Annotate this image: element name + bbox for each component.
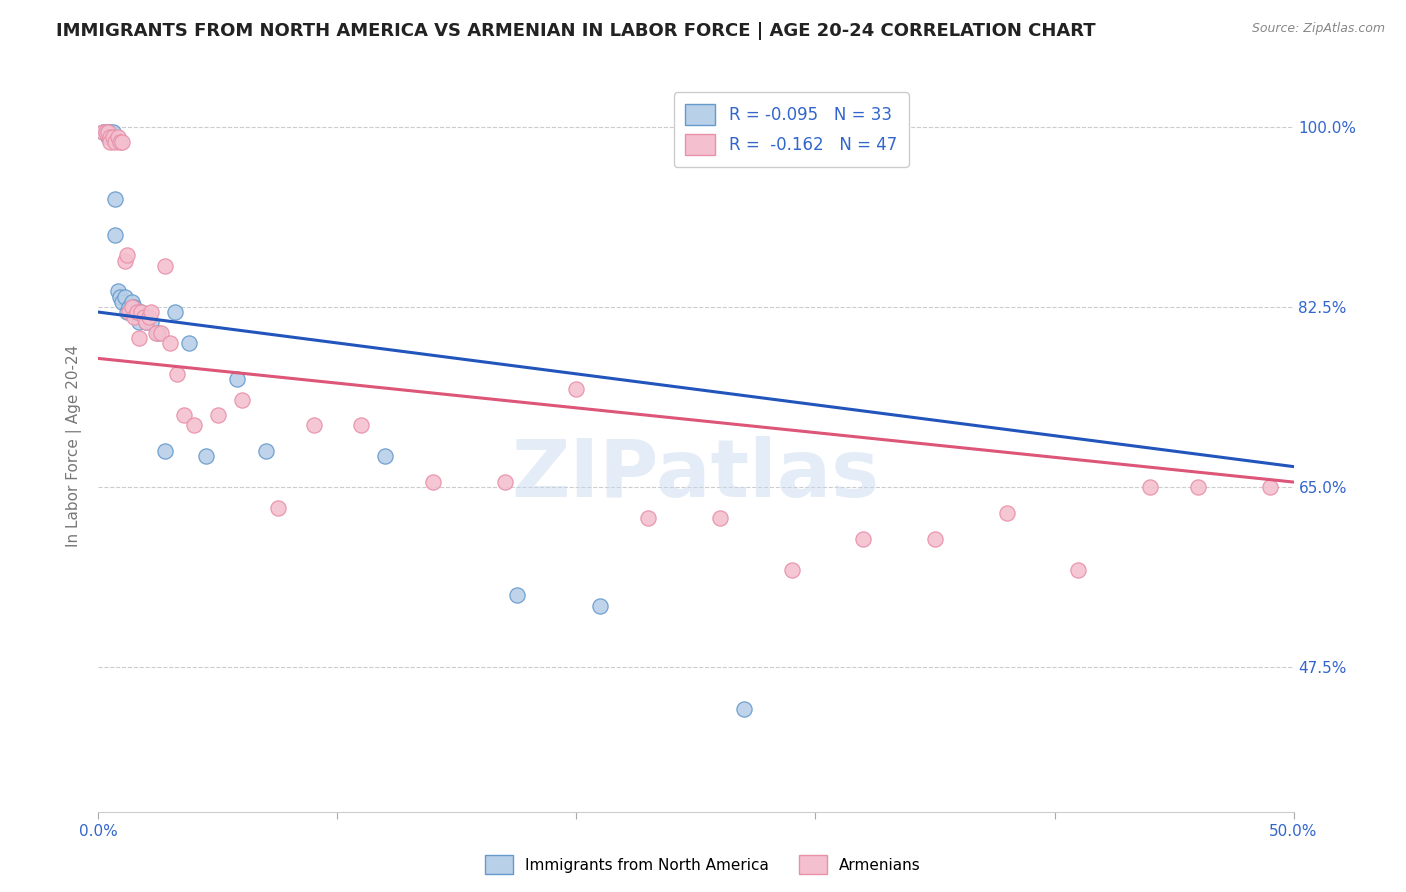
Point bbox=[637, 511, 659, 525]
Point bbox=[995, 506, 1018, 520]
Point bbox=[159, 336, 181, 351]
Point bbox=[125, 305, 148, 319]
Point bbox=[107, 285, 129, 299]
Point bbox=[114, 253, 136, 268]
Point bbox=[166, 367, 188, 381]
Point bbox=[506, 588, 529, 602]
Point bbox=[1258, 480, 1281, 494]
Point bbox=[132, 310, 155, 325]
Point bbox=[104, 227, 127, 242]
Point bbox=[131, 305, 153, 319]
Point bbox=[91, 125, 114, 139]
Point bbox=[97, 130, 120, 145]
Point bbox=[135, 315, 157, 329]
Point bbox=[128, 315, 150, 329]
Point bbox=[124, 300, 146, 314]
Point bbox=[226, 372, 249, 386]
Point bbox=[135, 315, 157, 329]
Point bbox=[145, 326, 167, 340]
Point bbox=[118, 305, 141, 319]
Point bbox=[118, 300, 141, 314]
Point bbox=[101, 125, 124, 139]
Point bbox=[139, 315, 162, 329]
Point bbox=[1187, 480, 1209, 494]
Point bbox=[121, 294, 143, 309]
Point bbox=[98, 130, 122, 145]
Point bbox=[138, 310, 160, 325]
Point bbox=[179, 336, 201, 351]
Point bbox=[195, 450, 218, 464]
Legend: R = -0.095   N = 33, R =  -0.162   N = 47: R = -0.095 N = 33, R = -0.162 N = 47 bbox=[673, 92, 908, 167]
Point bbox=[852, 532, 875, 546]
Point bbox=[94, 125, 117, 139]
Point bbox=[254, 444, 277, 458]
Text: Source: ZipAtlas.com: Source: ZipAtlas.com bbox=[1251, 22, 1385, 36]
Point bbox=[111, 135, 134, 149]
Point bbox=[101, 130, 124, 145]
Point bbox=[148, 326, 170, 340]
Legend: Immigrants from North America, Armenians: Immigrants from North America, Armenians bbox=[479, 849, 927, 880]
Point bbox=[231, 392, 253, 407]
Point bbox=[924, 532, 946, 546]
Point bbox=[108, 290, 131, 304]
Point bbox=[374, 450, 396, 464]
Point bbox=[91, 125, 114, 139]
Point bbox=[131, 305, 153, 319]
Point bbox=[183, 418, 205, 433]
Point bbox=[107, 130, 129, 145]
Point bbox=[163, 305, 186, 319]
Point bbox=[98, 135, 122, 149]
Point bbox=[494, 475, 516, 489]
Point bbox=[114, 290, 136, 304]
Point bbox=[155, 259, 177, 273]
Point bbox=[98, 125, 122, 139]
Point bbox=[422, 475, 444, 489]
Point bbox=[104, 135, 127, 149]
Text: ZIPatlas: ZIPatlas bbox=[512, 436, 880, 515]
Point bbox=[589, 599, 612, 613]
Point bbox=[108, 135, 131, 149]
Point bbox=[565, 382, 588, 396]
Point bbox=[115, 305, 138, 319]
Point bbox=[1067, 563, 1090, 577]
Point bbox=[155, 444, 177, 458]
Point bbox=[1139, 480, 1161, 494]
Point bbox=[121, 300, 143, 314]
Point bbox=[128, 331, 150, 345]
Point bbox=[302, 418, 325, 433]
Point bbox=[267, 500, 290, 515]
Point bbox=[780, 563, 803, 577]
Point bbox=[115, 248, 138, 262]
Point bbox=[94, 125, 117, 139]
Text: IMMIGRANTS FROM NORTH AMERICA VS ARMENIAN IN LABOR FORCE | AGE 20-24 CORRELATION: IMMIGRANTS FROM NORTH AMERICA VS ARMENIA… bbox=[56, 22, 1095, 40]
Point bbox=[111, 294, 134, 309]
Point bbox=[98, 130, 122, 145]
Point bbox=[124, 310, 146, 325]
Point bbox=[350, 418, 373, 433]
Point bbox=[733, 702, 755, 716]
Y-axis label: In Labor Force | Age 20-24: In Labor Force | Age 20-24 bbox=[66, 345, 83, 547]
Point bbox=[97, 125, 120, 139]
Point bbox=[149, 326, 172, 340]
Point bbox=[139, 305, 162, 319]
Point bbox=[125, 305, 148, 319]
Point bbox=[104, 192, 127, 206]
Point bbox=[709, 511, 731, 525]
Point bbox=[173, 408, 195, 422]
Point bbox=[207, 408, 229, 422]
Point bbox=[97, 125, 120, 139]
